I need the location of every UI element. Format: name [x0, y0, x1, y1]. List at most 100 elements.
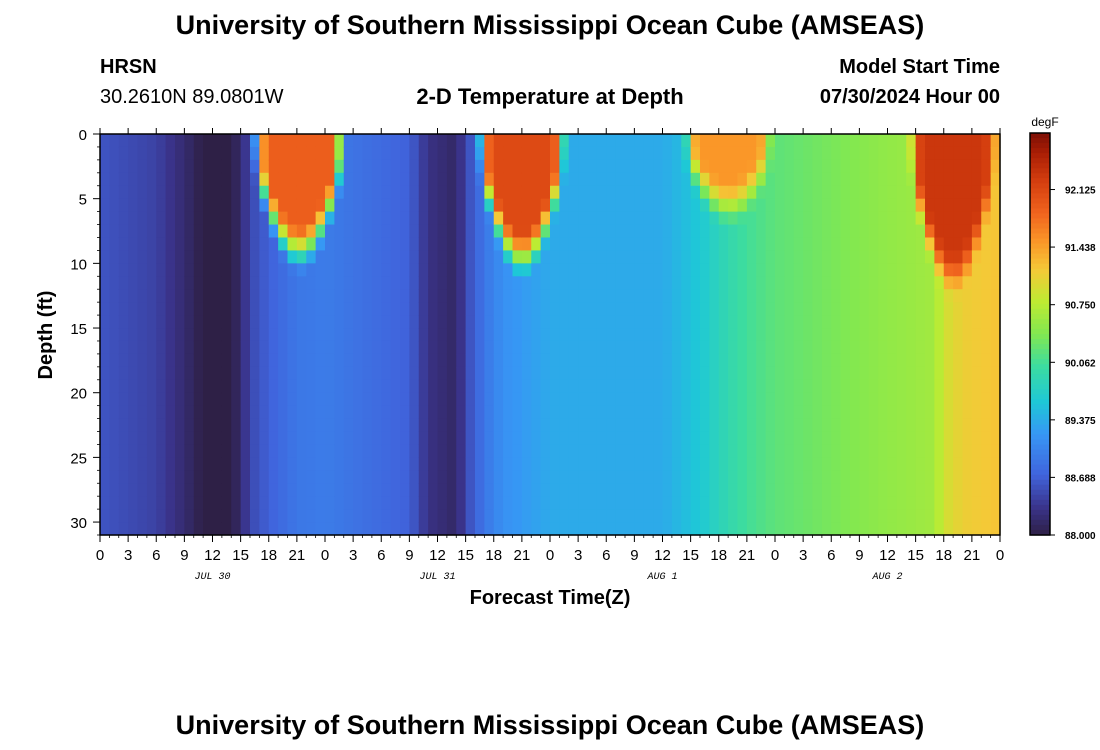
- colorbar-segment: [1030, 464, 1050, 471]
- heatmap-cell: [268, 340, 279, 355]
- heatmap-cell: [521, 211, 532, 226]
- heatmap-cell: [296, 250, 307, 264]
- colorbar-segment: [1030, 419, 1050, 426]
- heatmap-cell: [803, 250, 814, 264]
- heatmap-cell: [934, 483, 945, 497]
- heatmap-cell: [953, 405, 964, 420]
- heatmap-cell: [343, 185, 354, 200]
- heatmap-cell: [812, 211, 823, 226]
- heatmap-cell: [943, 340, 954, 355]
- heatmap-cell: [925, 509, 935, 523]
- heatmap-cell: [953, 457, 964, 471]
- heatmap-cell: [803, 340, 814, 355]
- heatmap-cell: [531, 522, 542, 536]
- heatmap-cell: [221, 483, 232, 497]
- heatmap-cell: [625, 483, 635, 497]
- heatmap-cell: [653, 392, 664, 407]
- heatmap-cell: [812, 146, 823, 161]
- heatmap-cell: [221, 431, 232, 446]
- heatmap-cell: [671, 198, 682, 213]
- heatmap-cell: [840, 198, 851, 213]
- heatmap-cell: [578, 522, 589, 536]
- heatmap-cell: [840, 509, 851, 523]
- heatmap-cell: [671, 431, 682, 446]
- heatmap-cell: [953, 444, 964, 458]
- heatmap-cell: [634, 418, 645, 433]
- heatmap-cell: [934, 185, 945, 200]
- heatmap-cell: [737, 522, 748, 536]
- heatmap-cell: [634, 496, 645, 510]
- heatmap-cell: [906, 509, 917, 523]
- heatmap-cell: [653, 224, 664, 239]
- heatmap-cell: [287, 379, 298, 394]
- heatmap-cell: [137, 379, 148, 394]
- heatmap-cell: [400, 483, 410, 497]
- heatmap-cell: [925, 302, 935, 316]
- heatmap-cell: [409, 211, 420, 226]
- heatmap-cell: [981, 289, 992, 303]
- heatmap-cell: [390, 405, 401, 420]
- heatmap-cell: [109, 172, 120, 187]
- heatmap-cell: [906, 405, 917, 420]
- heatmap-cell: [821, 146, 832, 161]
- heatmap-cell: [390, 185, 401, 200]
- heatmap-cell: [250, 237, 260, 252]
- colorbar-segment: [1030, 399, 1050, 405]
- heatmap-cell: [746, 315, 757, 329]
- heatmap-cell: [596, 444, 607, 458]
- heatmap-cell: [943, 211, 954, 226]
- heatmap-cell: [268, 483, 279, 497]
- heatmap-cell: [953, 522, 964, 536]
- heatmap-cell: [278, 134, 289, 148]
- heatmap-cell: [896, 276, 907, 290]
- heatmap-cell: [446, 198, 457, 213]
- heatmap-cell: [484, 315, 495, 329]
- heatmap-cell: [671, 276, 682, 290]
- heatmap-cell: [390, 159, 401, 174]
- heatmap-cell: [325, 134, 335, 148]
- heatmap-cell: [850, 263, 860, 277]
- heatmap-cell: [859, 431, 870, 446]
- heatmap-cell: [353, 134, 364, 148]
- heatmap-cell: [990, 405, 1001, 420]
- heatmap-cell: [118, 431, 129, 446]
- heatmap-cell: [990, 315, 1001, 329]
- heatmap-cell: [418, 172, 429, 187]
- heatmap-cell: [775, 185, 785, 200]
- heatmap-cell: [250, 302, 260, 316]
- station-name: HRSN: [100, 56, 157, 78]
- heatmap-cell: [981, 340, 992, 355]
- heatmap-cell: [634, 483, 645, 497]
- heatmap-cell: [503, 509, 514, 523]
- heatmap-cell: [690, 302, 701, 316]
- heatmap-cell: [409, 146, 420, 161]
- heatmap-cell: [671, 353, 682, 368]
- heatmap-cell: [850, 276, 860, 290]
- heatmap-cell: [231, 340, 242, 355]
- heatmap-cell: [278, 250, 289, 264]
- colorbar-segment: [1030, 193, 1050, 199]
- heatmap-cell: [362, 276, 373, 290]
- heatmap-cell: [287, 431, 298, 446]
- heatmap-cell: [765, 405, 776, 420]
- heatmap-cell: [662, 366, 673, 381]
- heatmap-cell: [278, 444, 289, 458]
- heatmap-cell: [475, 172, 485, 187]
- heatmap-cell: [606, 457, 617, 471]
- heatmap-cell: [118, 172, 129, 187]
- x-tick-label: 18: [260, 547, 277, 564]
- heatmap-cell: [662, 315, 673, 329]
- heatmap-cell: [531, 340, 542, 355]
- heatmap-cell: [240, 340, 251, 355]
- heatmap-cell: [137, 237, 148, 252]
- heatmap-cell: [146, 431, 157, 446]
- heatmap-cell: [625, 470, 635, 484]
- heatmap-cell: [700, 146, 710, 161]
- heatmap-cell: [981, 522, 992, 536]
- heatmap-cell: [334, 289, 345, 303]
- heatmap-cell: [812, 457, 823, 471]
- top-title: University of Southern Mississippi Ocean…: [175, 10, 925, 40]
- heatmap-cell: [887, 405, 898, 420]
- heatmap-cell: [737, 431, 748, 446]
- heatmap-cell: [240, 250, 251, 264]
